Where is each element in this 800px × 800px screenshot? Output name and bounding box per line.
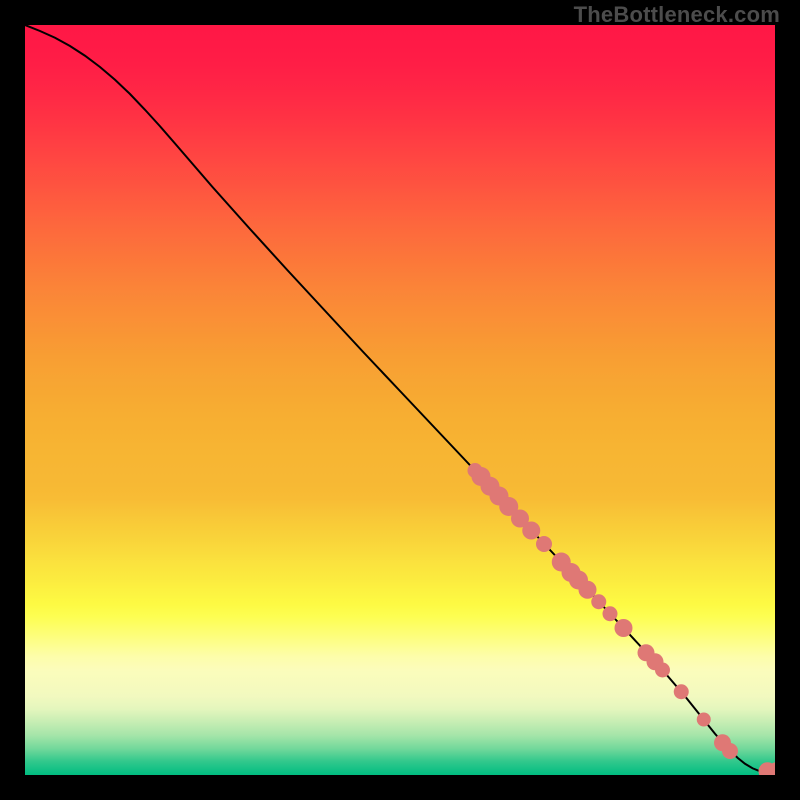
- data-marker: [674, 684, 689, 699]
- data-marker: [722, 743, 738, 759]
- chart-overlay: [25, 25, 775, 775]
- watermark-text: TheBottleneck.com: [574, 2, 780, 28]
- data-marker: [522, 522, 540, 540]
- data-marker: [603, 606, 618, 621]
- data-marker: [655, 663, 670, 678]
- data-markers: [468, 463, 776, 775]
- data-marker: [697, 713, 711, 727]
- data-marker: [579, 581, 597, 599]
- data-marker: [591, 594, 606, 609]
- page-root: TheBottleneck.com: [0, 0, 800, 800]
- plot-area: [25, 25, 775, 775]
- data-marker: [536, 536, 552, 552]
- data-marker: [615, 619, 633, 637]
